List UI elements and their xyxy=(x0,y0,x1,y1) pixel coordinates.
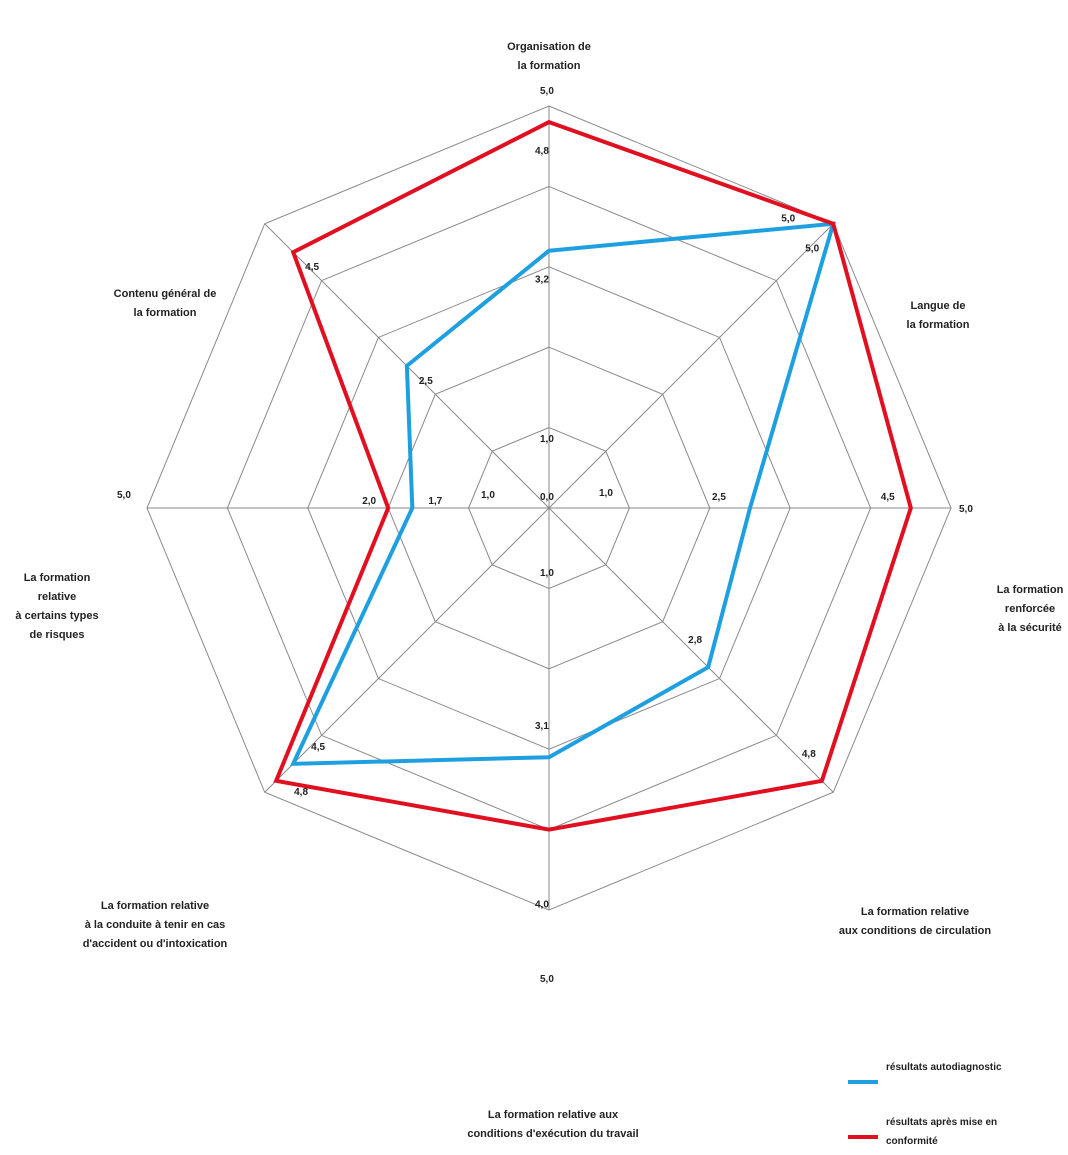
axis-label-line: la formation xyxy=(907,319,970,331)
axis-label-line: à la conduite à tenir en cas xyxy=(85,919,226,931)
value-label-s1-5: 4,8 xyxy=(294,787,308,798)
chart-legend: résultats autodiagnostic résultats après … xyxy=(848,1062,1002,1147)
value-label-s1-1: 5,0 xyxy=(805,244,819,255)
legend-label-line: résultats après mise en xyxy=(886,1117,997,1128)
ring-tick-left-max: 5,0 xyxy=(117,490,131,501)
legend-label-0: résultats autodiagnostic xyxy=(886,1062,1002,1073)
axis-label-line: Langue de xyxy=(910,300,965,312)
axis-label-line: La formation xyxy=(24,572,91,584)
radar-axis-labels: Organisation de la formation Langue de la f… xyxy=(15,41,1063,1140)
ring-tick-down-1: 1,0 xyxy=(540,568,554,579)
series-line-0 xyxy=(289,221,837,766)
value-label-s0-6: 1,7 xyxy=(428,496,442,507)
series-line-1 xyxy=(273,119,913,832)
axis-label-line: Contenu général de xyxy=(114,288,217,300)
value-label-s0-0: 3,2 xyxy=(535,275,549,286)
axis-label-4: La formation relative aux conditions d'ex… xyxy=(467,1109,638,1140)
value-label-s0-5: 4,5 xyxy=(311,742,325,753)
ring-tick-top-max: 5,0 xyxy=(540,86,554,97)
ring-tick-bottom-max: 5,0 xyxy=(540,974,554,985)
value-label-s1-4: 4,0 xyxy=(535,900,549,911)
value-label-s0-4: 3,1 xyxy=(535,721,549,732)
axis-label-1: Langue de la formation xyxy=(907,300,970,331)
axis-label-line: aux conditions de circulation xyxy=(839,925,991,937)
axis-label-line: Organisation de xyxy=(507,41,591,53)
axis-label-2: La formation renforcée à la sécurité xyxy=(997,584,1064,634)
axis-label-line: la formation xyxy=(134,307,197,319)
spoke-5 xyxy=(264,507,550,793)
legend-label-line: conformité xyxy=(886,1136,938,1147)
value-label-s0-3: 2,8 xyxy=(688,635,702,646)
axis-label-line: de risques xyxy=(29,629,84,641)
value-label-s0-1: 5,0 xyxy=(781,214,795,225)
ring-tick-right-max: 5,0 xyxy=(959,504,973,515)
axis-label-6: La formation relative à certains types de r… xyxy=(15,572,98,641)
ring-tick-center: 0,0 xyxy=(540,492,554,503)
axis-label-line: La formation relative xyxy=(861,906,969,918)
value-label-s1-0: 4,8 xyxy=(535,146,549,157)
radar-series xyxy=(273,119,913,832)
ring-tick-up-1: 1,0 xyxy=(540,434,554,445)
axis-label-line: la formation xyxy=(518,60,581,72)
value-label-s1-2: 4,5 xyxy=(881,492,895,503)
axis-label-line: La formation xyxy=(997,584,1064,596)
axis-label-line: d'accident ou d'intoxication xyxy=(83,938,228,950)
axis-label-0: Organisation de la formation xyxy=(507,41,591,72)
ring-tick-left-1: 1,0 xyxy=(481,490,495,501)
legend-label-line: résultats autodiagnostic xyxy=(886,1062,1002,1073)
axis-label-3: La formation relative aux conditions de c… xyxy=(839,906,991,937)
ring-tick-right-1: 1,0 xyxy=(599,488,613,499)
axis-label-line: renforcée xyxy=(1005,603,1055,615)
radar-ticks: 3,2 5,0 2,5 2,8 3,1 4,5 1,7 2,5 4,8 5,0 4,5 4,8 4,0 4… xyxy=(117,86,973,985)
axis-label-line: conditions d'exécution du travail xyxy=(467,1128,638,1140)
value-label-s0-2: 2,5 xyxy=(712,492,726,503)
spoke-1 xyxy=(548,223,834,509)
value-label-s1-6: 2,0 xyxy=(362,496,376,507)
spoke-3 xyxy=(548,507,834,793)
axis-label-line: relative xyxy=(38,591,77,603)
axis-label-line: à certains types xyxy=(15,610,98,622)
legend-label-1: résultats après mise en conformité xyxy=(886,1117,997,1147)
axis-label-5: La formation relative à la conduite à ten… xyxy=(83,900,228,950)
axis-label-7: Contenu général de la formation xyxy=(114,288,217,319)
value-label-s1-3: 4,8 xyxy=(802,749,816,760)
axis-label-line: La formation relative aux xyxy=(488,1109,619,1121)
axis-label-line: à la sécurité xyxy=(998,622,1062,634)
value-label-s1-7: 4,5 xyxy=(305,262,319,273)
value-label-s0-7: 2,5 xyxy=(419,376,433,387)
axis-label-line: La formation relative xyxy=(101,900,209,912)
